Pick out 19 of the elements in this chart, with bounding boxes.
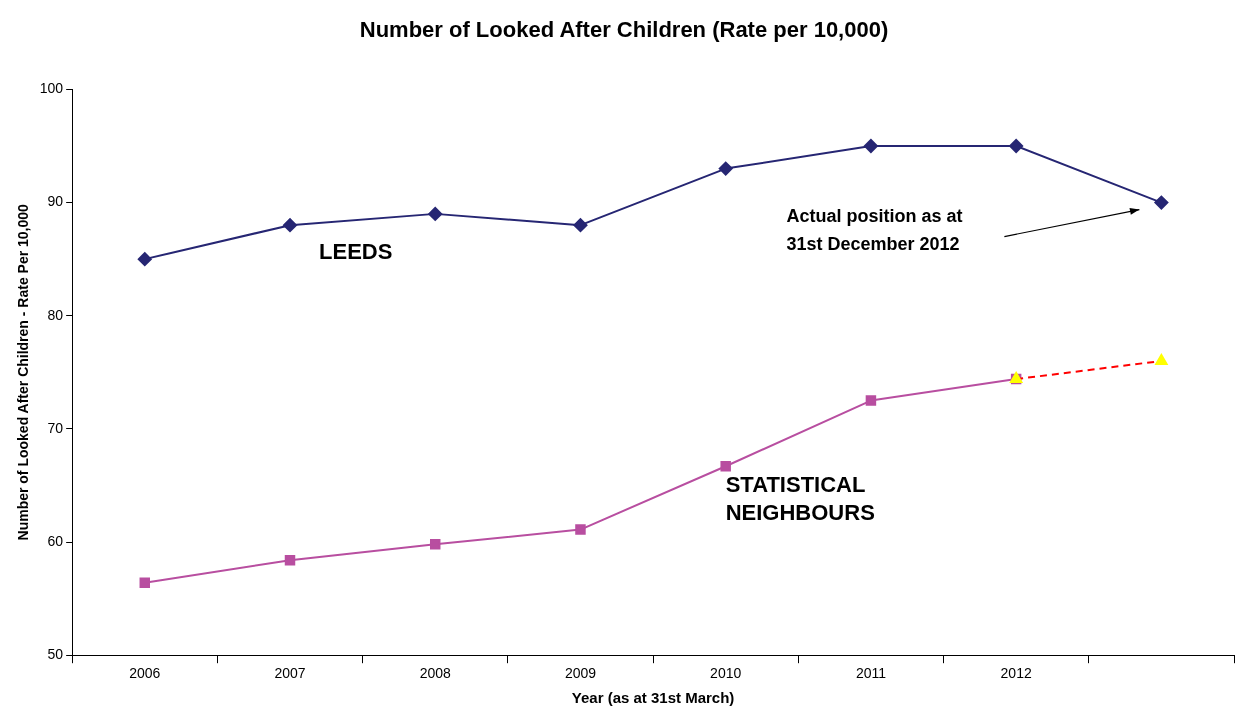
chart-title: Number of Looked After Children (Rate per 10,000) bbox=[359, 17, 889, 43]
x-axis-title: Year (as at 31st March) bbox=[571, 689, 735, 707]
y-tick-label: 90 bbox=[47, 193, 64, 210]
x-tick-label: 2010 bbox=[710, 665, 742, 682]
y-tick-label: 60 bbox=[47, 532, 64, 549]
x-tick-label: 2011 bbox=[855, 665, 887, 682]
y-tick-label: 70 bbox=[47, 419, 64, 436]
x-tick-label: 2008 bbox=[419, 665, 452, 682]
x-tick-label: 2012 bbox=[1000, 665, 1032, 682]
y-axis-title: Number of Looked After Children - Rate Per 10,000 bbox=[15, 203, 32, 541]
x-tick-label: 2006 bbox=[129, 665, 161, 682]
y-tick-label: 80 bbox=[47, 306, 64, 323]
y-tick-label: 50 bbox=[47, 646, 64, 663]
x-tick-label: 2007 bbox=[274, 665, 306, 682]
y-tick-label: 100 bbox=[39, 80, 64, 97]
series-label: LEEDS bbox=[319, 239, 393, 265]
x-tick-label: 2009 bbox=[564, 665, 597, 682]
annotation: Actual position as at 31st December 2012 bbox=[786, 205, 963, 254]
series-label: STATISTICAL NEIGHBOURS bbox=[725, 472, 875, 526]
